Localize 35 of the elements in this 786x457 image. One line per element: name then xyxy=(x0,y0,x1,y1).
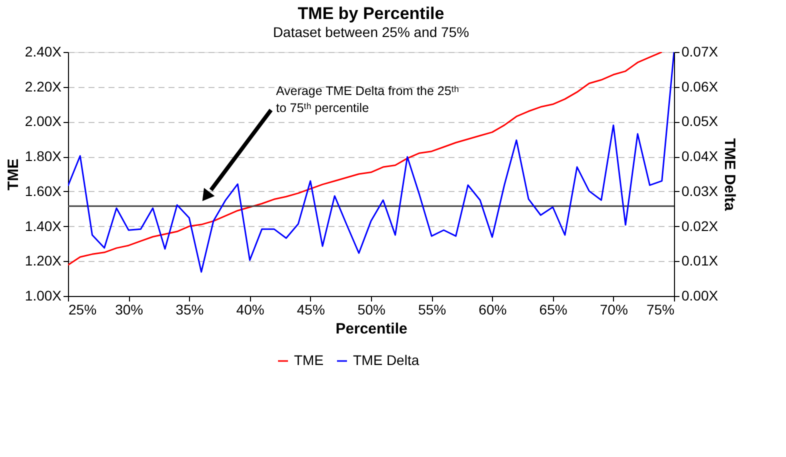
y2-tick-label: 0.05X xyxy=(682,113,719,130)
x-tick-label: 65% xyxy=(539,302,568,318)
y-axis-title: TME xyxy=(4,158,22,190)
y-tick-label: 1.80X xyxy=(24,148,62,164)
y2-tick-label: 0.00X xyxy=(682,288,719,304)
y-tick-label: 1.60X xyxy=(24,182,62,199)
x-axis-title: Percentile xyxy=(336,320,408,338)
y2-tick-label: 0.04X xyxy=(682,148,719,164)
x-tick-label: 50% xyxy=(357,302,386,318)
y2-axis-title: TME Delta xyxy=(721,138,738,212)
chart-subtitle: Dataset between 25% and 75% xyxy=(272,24,470,40)
y2-tick-label: 0.02X xyxy=(682,218,719,234)
y-tick-label: 1.20X xyxy=(24,252,62,269)
x-tick-label: 60% xyxy=(478,302,507,318)
x-tick-label: 40% xyxy=(236,302,264,318)
x-tick-label: 25% xyxy=(68,302,97,318)
y-tick-label: 2.00X xyxy=(24,113,62,130)
chart-title: TME by Percentile xyxy=(298,4,444,23)
y2-tick-label: 0.06X xyxy=(682,78,719,94)
legend-label: TME Delta xyxy=(353,352,420,368)
x-tick-label: 55% xyxy=(418,302,446,318)
y2-tick-label: 0.07X xyxy=(682,44,719,60)
y2-tick-label: 0.03X xyxy=(682,182,719,199)
x-tick-label: 30% xyxy=(115,302,144,318)
y2-tick-label: 0.01X xyxy=(682,252,719,269)
y-tick-label: 2.40X xyxy=(24,44,62,60)
x-tick-label: 75% xyxy=(646,302,674,318)
y-tick-label: 1.00X xyxy=(24,288,62,304)
y-tick-label: 1.40X xyxy=(24,218,62,234)
y-tick-label: 2.20X xyxy=(24,78,62,94)
x-tick-label: 35% xyxy=(176,302,204,318)
x-tick-label: 45% xyxy=(296,302,325,318)
x-tick-label: 70% xyxy=(600,302,628,318)
legend-label: TME xyxy=(294,352,324,368)
annotation: Average TME Delta from the 25ᵗʰ to 75ᵗʰ percentile xyxy=(276,84,460,115)
